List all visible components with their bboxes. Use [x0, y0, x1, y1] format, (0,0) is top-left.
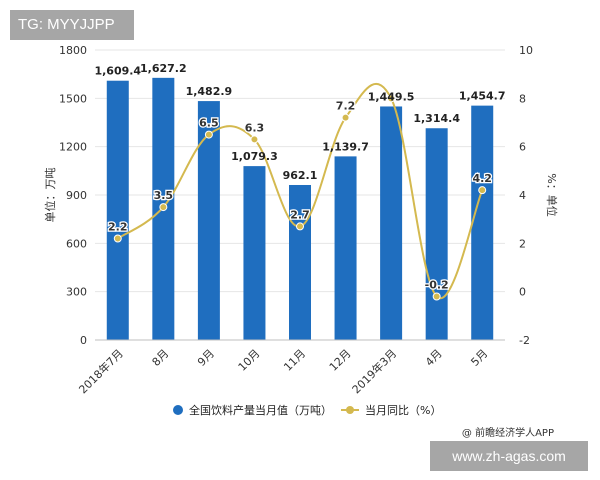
- line-point: [250, 135, 259, 144]
- tg-watermark: TG: MYYJJPP: [10, 10, 134, 40]
- y-left-axis-title: 单位：万吨: [43, 168, 57, 223]
- y-left-tick-label: 1800: [59, 44, 87, 57]
- y-right-tick-label: -2: [519, 334, 530, 347]
- y-right-tick-label: 2: [519, 237, 526, 250]
- bar-data-label: 1,314.4: [413, 112, 460, 125]
- x-tick-label: 12月: [327, 347, 354, 374]
- line-data-label: -0.2: [425, 279, 449, 292]
- legend-line-label: 当月同比（%）: [365, 403, 441, 417]
- bar: [243, 166, 266, 340]
- line-path: [117, 82, 484, 300]
- bar-data-label: 1,482.9: [186, 85, 233, 98]
- bar: [380, 106, 403, 340]
- x-tick-label: 2019年3月: [349, 346, 399, 396]
- bar: [425, 128, 448, 340]
- y-left-tick-label: 300: [66, 286, 87, 299]
- line-data-label: 2.2: [108, 221, 128, 234]
- line-point: [296, 222, 304, 231]
- line-data-label: 3.5: [154, 189, 174, 202]
- line-data-label: 4.2: [472, 172, 492, 185]
- line-point: [478, 186, 487, 195]
- x-tick-label: 8月: [150, 347, 172, 369]
- bar-data-label: 1,609.4: [94, 65, 141, 78]
- legend-bar-marker: [173, 405, 183, 415]
- x-tick-label: 4月: [423, 347, 445, 369]
- bar-data-label: 1,627.2: [140, 62, 187, 75]
- y-right-tick-label: 8: [519, 92, 526, 105]
- line-data-label: 6.3: [245, 121, 265, 134]
- source-credit: @ 前瞻经济学人APP: [461, 428, 554, 439]
- url-watermark: www.zh-agas.com: [430, 441, 588, 471]
- x-tick-label: 2018年7月: [76, 346, 126, 396]
- y-right-tick-label: 0: [519, 286, 526, 299]
- y-right-tick-label: 4: [519, 189, 526, 202]
- bar-data-label: 1,139.7: [322, 140, 369, 153]
- y-left-tick-label: 1500: [59, 92, 87, 105]
- legend[interactable]: 全国饮料产量当月值（万吨） 当月同比（%）: [173, 403, 441, 417]
- bar-data-label: 962.1: [283, 169, 318, 182]
- bar: [471, 105, 494, 340]
- y-left-tick-label: 0: [80, 334, 87, 347]
- line-point: [341, 113, 350, 122]
- line-point: [159, 203, 168, 212]
- y-right-tick-label: 10: [519, 44, 533, 57]
- line-point: [204, 130, 213, 139]
- line-point: [113, 234, 122, 243]
- y-left-tick-label: 900: [66, 189, 87, 202]
- x-tick-label: 11月: [281, 347, 308, 374]
- legend-line-point: [346, 406, 354, 414]
- legend-bar-label: 全国饮料产量当月值（万吨）: [189, 403, 332, 417]
- y-left-tick-label: 1200: [59, 141, 87, 154]
- x-tick-label: 5月: [468, 347, 490, 369]
- line-point: [387, 94, 396, 103]
- bar-data-label: 1,079.3: [231, 150, 278, 163]
- bar-data-label: 1,454.7: [459, 90, 506, 103]
- line-point: [432, 292, 441, 301]
- x-tick-label: 9月: [195, 347, 217, 369]
- line-data-label: 2.7: [290, 208, 310, 221]
- y-right-axis-title: %：单位: [545, 173, 559, 216]
- bar: [197, 101, 220, 340]
- bar-data-label: 1,449.5: [368, 90, 415, 103]
- line-data-label: 7.2: [336, 100, 356, 113]
- x-tick-label: 10月: [236, 347, 263, 374]
- y-left-tick-label: 600: [66, 237, 87, 250]
- bar: [106, 80, 129, 341]
- line-data-label: 6.5: [199, 117, 219, 130]
- y-right-tick-label: 6: [519, 141, 526, 154]
- line-series: [113, 82, 487, 301]
- bar: [334, 156, 357, 340]
- data-labels: 1,609.41,627.2 1,482.9 1,079.3 962.1 1,139.7…: [94, 62, 506, 293]
